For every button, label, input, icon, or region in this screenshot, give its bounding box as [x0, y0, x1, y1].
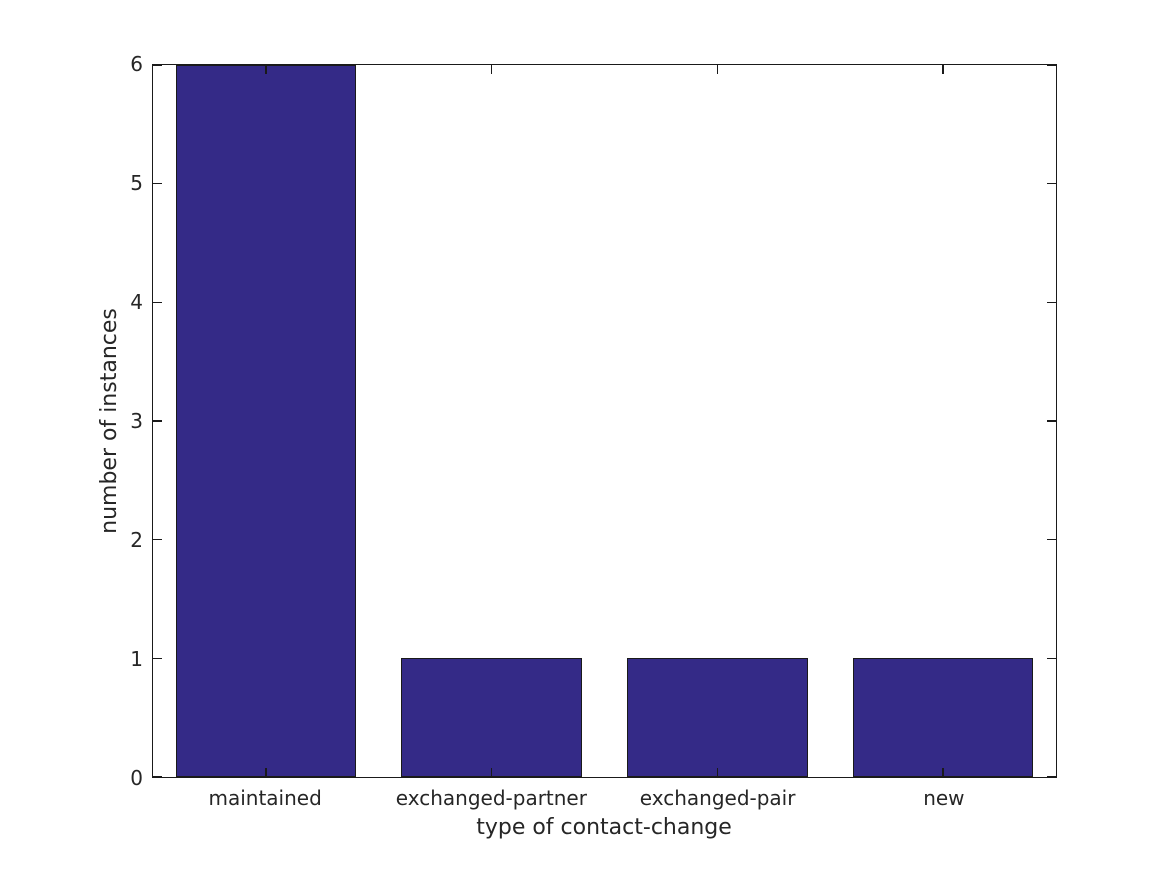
y-tick-left [153, 657, 162, 660]
y-tick-right [1047, 538, 1056, 541]
y-tick-right [1047, 301, 1056, 304]
y-tick-right [1047, 182, 1056, 185]
x-tick-bottom [265, 768, 267, 777]
x-tick-label-new: new [923, 786, 965, 810]
x-tick-label-exchanged-partner: exchanged-partner [395, 786, 587, 810]
bar-new [852, 658, 1034, 777]
plot-area [152, 64, 1057, 778]
y-tick-left [153, 420, 162, 422]
y-tick-right [1047, 64, 1056, 66]
x-tick-top [716, 65, 719, 74]
y-tick-label-0: 0 [130, 766, 143, 790]
x-tick-top [942, 65, 944, 74]
x-tick-bottom [716, 768, 719, 777]
x-tick-bottom [942, 768, 944, 777]
y-tick-left [153, 64, 162, 66]
y-tick-left [153, 301, 162, 304]
bar-maintained [175, 65, 357, 777]
x-tick-top [490, 65, 493, 74]
x-tick-top [265, 65, 267, 74]
x-tick-label-maintained: maintained [208, 786, 322, 810]
bar-exchanged-partner [401, 658, 582, 777]
y-tick-right [1047, 776, 1056, 778]
y-tick-label-1: 1 [130, 647, 143, 671]
bar-exchanged-pair [627, 658, 808, 777]
y-tick-label-3: 3 [130, 409, 143, 433]
x-tick-bottom [490, 768, 493, 777]
y-tick-label-5: 5 [130, 171, 143, 195]
y-tick-label-4: 4 [130, 290, 143, 314]
y-tick-left [153, 776, 162, 778]
y-tick-right [1047, 420, 1056, 422]
x-axis-label: type of contact-change [476, 815, 732, 840]
y-tick-label-6: 6 [130, 52, 143, 76]
y-tick-right [1047, 657, 1056, 660]
y-tick-label-2: 2 [130, 528, 143, 552]
y-tick-left [153, 182, 162, 185]
y-tick-left [153, 538, 162, 541]
x-tick-label-exchanged-pair: exchanged-pair [639, 786, 796, 810]
